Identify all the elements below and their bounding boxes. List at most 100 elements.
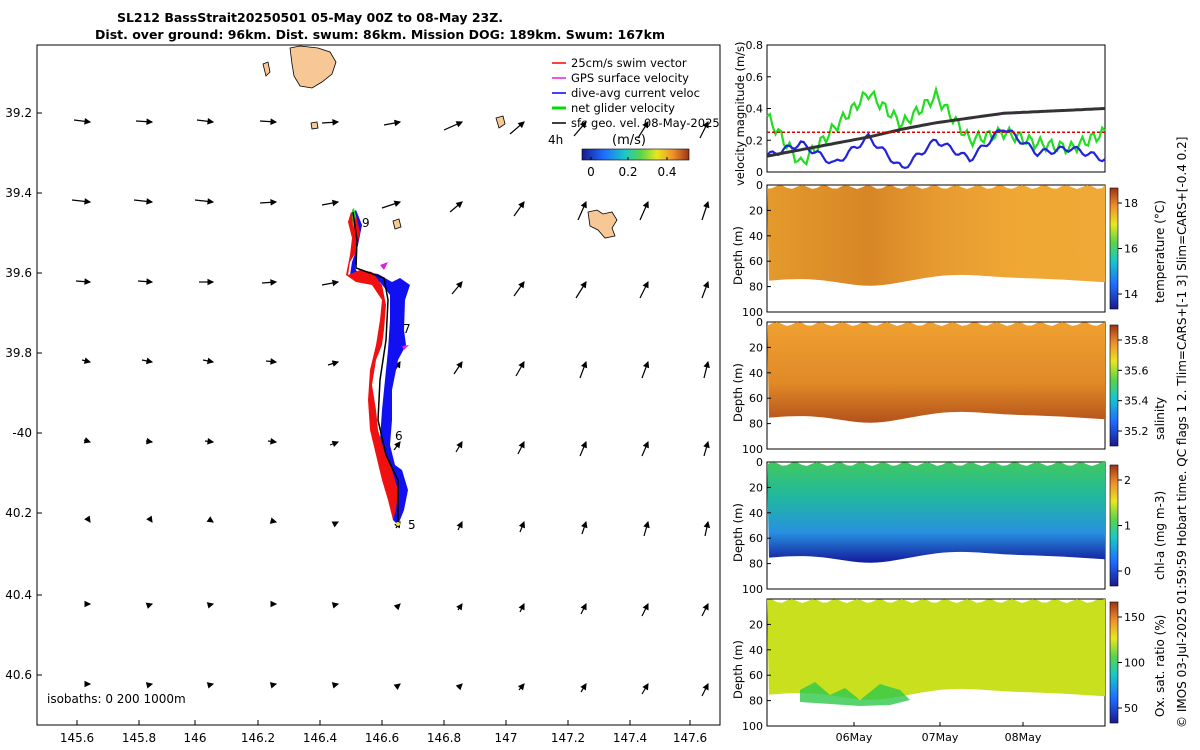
velocity-arrow: [580, 602, 587, 615]
isobaths-label: isobaths: 0 200 1000m: [47, 692, 186, 706]
section-y-tick-label: 80: [749, 281, 763, 294]
velocity-arrow: [327, 360, 340, 367]
velocity-arrow: [331, 682, 340, 689]
velocity-arrow: [331, 602, 340, 609]
colorbar-tick-label: 35.2: [1124, 425, 1149, 438]
colorbar-tick-label: 35.4: [1124, 395, 1149, 408]
glider-track: [346, 208, 410, 526]
velocity-arrow: [267, 438, 278, 445]
velocity-line: [766, 85, 1106, 167]
map-x-tick-label: 146.8: [427, 731, 461, 745]
speed-colorbar-ticks: 0 0.2 0.4: [587, 157, 677, 179]
salinity-section: [767, 322, 1105, 423]
velocity-arrow: [196, 118, 215, 125]
section-y-tick-label: 100: [742, 583, 763, 596]
velocity-arrow: [137, 278, 154, 285]
velocity-arrow: [321, 279, 340, 287]
section-x-tick-label: 06May: [836, 731, 873, 744]
section-y-tick-label: 20: [749, 618, 763, 631]
islet-2: [262, 61, 271, 77]
velocity-arrow: [449, 201, 463, 213]
salinity-panel: [766, 321, 1106, 450]
colorbar-tick-label: 0: [587, 165, 595, 179]
map-x-tick-label: 147: [495, 731, 518, 745]
section-ylabel: Depth (m): [731, 363, 745, 422]
section-y-tick-label: 40: [749, 507, 763, 520]
velocity-arrow: [383, 119, 402, 127]
section-colorbar: [1109, 324, 1119, 447]
velocity-arrow: [515, 361, 525, 377]
velocity-arrow: [509, 121, 525, 135]
colorbar-tick-label: 16: [1124, 243, 1138, 256]
section-y-tick-label: 60: [749, 255, 763, 268]
legend-label: sfc geo. vel. 08-May-2025: [571, 116, 720, 130]
velocity-arrow: [270, 600, 278, 608]
velocity-arrow: [146, 515, 153, 523]
section-cbar-label: salinity: [1153, 397, 1167, 440]
velocity-arrow: [703, 360, 710, 379]
day-label: 5: [408, 518, 416, 532]
section-y-tick-label: 80: [749, 558, 763, 571]
velocity-arrow: [83, 437, 92, 444]
map-y-tick-label: 39.8: [5, 346, 32, 360]
oxygen-panel: [766, 598, 1106, 727]
chart-title-line1: SL212 BassStrait20250501 05-May 00Z to 0…: [116, 10, 504, 25]
colorbar-tick-label: 35.6: [1124, 364, 1149, 377]
velocity-arrow: [639, 280, 649, 299]
colorbar-tick-label: 1: [1124, 520, 1131, 533]
velocity-arrow: [204, 438, 215, 445]
colorbar-title: (m/s): [612, 133, 646, 148]
colorbar-tick-label: 35.8: [1124, 334, 1149, 347]
map-y-tick-label: 40.6: [5, 668, 32, 682]
legend-label: 25cm/s swim vector: [571, 56, 687, 70]
velocity-arrow: [381, 200, 402, 209]
velocity-arrow: [393, 603, 401, 611]
oxygen-section: [767, 599, 1105, 700]
velocity-arrow: [703, 440, 710, 457]
map-y-tick-label: 40.4: [5, 588, 32, 602]
section-y-tick-label: 100: [742, 720, 763, 733]
velocity-arrow: [701, 682, 709, 697]
chla-section: [767, 462, 1105, 563]
section-axis-3: 0 20 40 60 80 100 Depth (m) 0 1 2 chl-a (mg m-3): [731, 456, 1167, 596]
velocity-arrow: [206, 682, 215, 689]
velocity-arrow: [581, 520, 588, 535]
velocity-arrow: [206, 602, 215, 609]
velocity-arrow: [259, 199, 278, 206]
velocity-y-tick-label: 0.8: [746, 39, 764, 52]
legend-label: net glider velocity: [571, 101, 675, 115]
legend-label: dive-avg current veloc: [571, 86, 700, 100]
velocity-arrow: [453, 361, 463, 375]
velocity-y-tick-label: 0.2: [746, 134, 764, 147]
map-y-tick-label: 39.2: [5, 106, 32, 120]
section-y-tick-label: 0: [756, 456, 763, 469]
velocity-arrow: [321, 199, 340, 207]
islet-3: [392, 218, 402, 230]
velocity-arrow: [701, 602, 709, 617]
section-axis-1: 0 20 40 60 80 100 Depth (m) 14 16 18 temperature (…: [731, 179, 1167, 319]
velocity-arrow: [269, 517, 278, 524]
velocity-arrow: [701, 280, 710, 299]
velocity-arrow: [518, 602, 525, 613]
colorbar-tick-label: 100: [1124, 657, 1145, 670]
section-y-tick-label: 80: [749, 418, 763, 431]
section-y-tick-label: 100: [742, 306, 763, 319]
velocity-y-tick-label: 0.4: [746, 103, 764, 116]
velocity-arrow: [518, 520, 526, 533]
day-label: 6: [395, 429, 403, 443]
map-y-ticks: 39.2 39.4 39.6 39.8 -40 40.2 40.4 40.6: [5, 106, 42, 682]
section-ylabel: Depth (m): [731, 503, 745, 562]
side-caption: © IMOS 03-Jul-2025 01:59:59 Hobart time.…: [1175, 136, 1189, 728]
velocity-arrow: [577, 200, 587, 221]
velocity-line: [766, 107, 1106, 158]
section-colorbar: [1109, 187, 1119, 310]
map-x-tick-label: 147.2: [551, 731, 585, 745]
velocity-arrow: [455, 441, 463, 453]
velocity-arrow: [393, 441, 401, 451]
velocity-arrow: [451, 281, 463, 295]
map-x-tick-label: 146.6: [365, 731, 399, 745]
velocity-arrow: [84, 515, 91, 523]
velocity-series: [766, 85, 1106, 170]
